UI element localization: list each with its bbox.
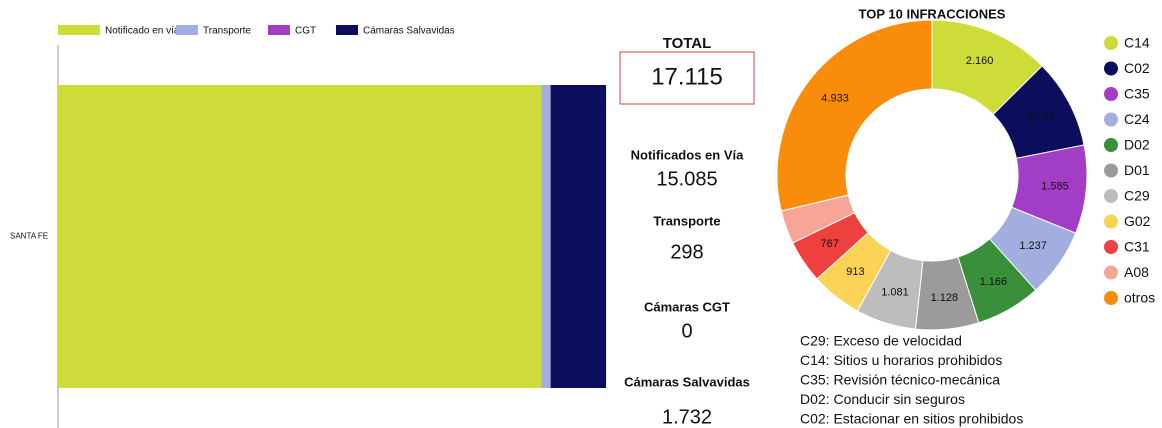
note: C35: Revisión técnico-mecánica — [800, 372, 1000, 388]
legend-swatch — [1104, 265, 1118, 280]
kpi-value: 1.732 — [662, 406, 712, 428]
data-label: 1.237 — [1019, 240, 1047, 252]
kpi-value: 15.085 — [656, 168, 717, 190]
data-label: 1.166 — [980, 276, 1008, 288]
data-label: 2.160 — [966, 55, 994, 67]
kpi-value: 298 — [670, 241, 703, 263]
legend-swatch — [336, 25, 358, 35]
donut-title: TOP 10 INFRACCIONES — [859, 6, 1006, 21]
total-box — [619, 51, 755, 105]
kpi-label: Cámaras CGT — [644, 299, 730, 314]
legend-label: C35 — [1124, 86, 1150, 102]
note: C02: Estacionar en sitios prohibidos — [800, 411, 1023, 427]
legend-swatch — [1104, 61, 1118, 76]
kpi-label: Notificados en Vía — [631, 147, 744, 162]
note: C29: Exceso de velocidad — [800, 333, 962, 349]
data-label: 767 — [821, 238, 839, 250]
legend-label: A08 — [1124, 264, 1149, 280]
legend-label: CGT — [295, 26, 316, 37]
data-label: 1.128 — [931, 292, 959, 304]
data-label: 1.081 — [881, 287, 909, 299]
legend-label: Notificado en vía — [105, 26, 180, 37]
legend-swatch — [1104, 138, 1118, 152]
legend-label: D02 — [1124, 137, 1150, 153]
legend-label: D01 — [1124, 162, 1150, 178]
legend-swatch — [1104, 189, 1118, 203]
data-label: 913 — [846, 266, 864, 278]
legend-label: otros — [1124, 290, 1155, 306]
legend-swatch — [176, 25, 198, 35]
bar-segment — [541, 85, 551, 388]
legend-swatch — [1104, 214, 1118, 229]
legend-swatch — [268, 25, 290, 35]
data-label: 1.599 — [1027, 111, 1055, 123]
legend-label: G02 — [1124, 213, 1151, 229]
legend-swatch — [1104, 112, 1118, 127]
legend-swatch — [1104, 87, 1118, 101]
note: D02: Conducir sin seguros — [800, 391, 965, 407]
donut-slice — [776, 19, 933, 212]
legend-label: C02 — [1124, 60, 1150, 76]
total-label: TOTAL — [663, 35, 712, 52]
legend-swatch — [1104, 163, 1118, 178]
legend-swatch — [1104, 240, 1118, 254]
data-label: 4.933 — [821, 92, 849, 104]
legend-label: Transporte — [203, 26, 251, 37]
kpi-label: Transporte — [653, 213, 720, 228]
legend-label: C31 — [1124, 239, 1150, 255]
legend-label: C14 — [1124, 35, 1150, 51]
legend-swatch — [1104, 291, 1118, 305]
legend-swatch — [1104, 36, 1118, 50]
legend-label: C24 — [1124, 111, 1150, 127]
legend-label: Cámaras Salvavidas — [363, 26, 455, 37]
legend-label: C29 — [1124, 188, 1150, 204]
kpi-value: 0 — [681, 320, 692, 342]
note: C14: Sitios u horarios prohibidos — [800, 352, 1002, 368]
kpi-label: Cámaras Salvavidas — [624, 374, 750, 389]
legend-swatch — [58, 25, 100, 35]
data-label: 1.585 — [1041, 181, 1069, 193]
y-tick-label: SANTA FE — [10, 232, 48, 241]
bar-segment — [550, 85, 607, 388]
bar-segment — [58, 85, 542, 388]
total-value: 17.115 — [651, 63, 723, 90]
